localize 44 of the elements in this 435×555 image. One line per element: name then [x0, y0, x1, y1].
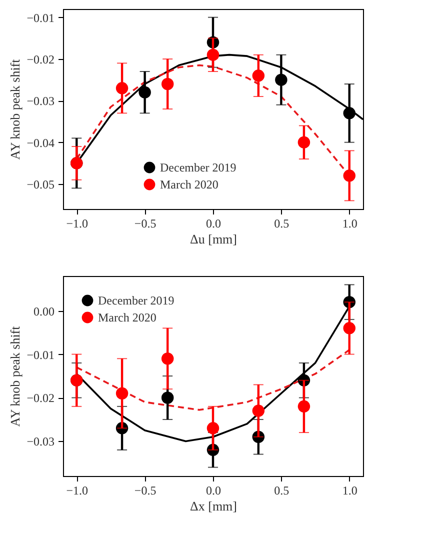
y-tick-label: −0.01 — [26, 10, 54, 25]
y-tick-label: −0.05 — [26, 178, 54, 192]
point — [161, 352, 174, 365]
point — [206, 422, 220, 434]
point — [138, 86, 151, 98]
point — [116, 387, 128, 400]
legend-label: March 2020 — [160, 178, 218, 192]
y-tick-label: 0.00 — [34, 304, 54, 318]
y-tick-label: −0.03 — [26, 434, 54, 449]
y-tick-label: −0.02 — [26, 391, 54, 406]
x-tick-label: 1.0 — [342, 216, 358, 230]
line-series — [76, 349, 350, 411]
x-tick-label: −1.0 — [66, 484, 88, 498]
x-tick-label: 1.0 — [342, 484, 358, 498]
legend-label: March 2020 — [98, 310, 156, 324]
x-tick-label: −0.5 — [134, 484, 156, 498]
y-axis-title: AY knob peak shift — [8, 326, 23, 427]
point — [298, 136, 310, 148]
y-axis-title: AY knob peak shift — [8, 58, 23, 160]
point — [275, 74, 288, 86]
x-tick-label: 0.0 — [206, 216, 221, 230]
point — [252, 404, 265, 417]
y-tick-label: −0.01 — [26, 348, 54, 362]
x-tick-label: 0.5 — [274, 216, 290, 230]
x-tick-label: −0.5 — [134, 216, 156, 230]
point — [343, 107, 356, 120]
point — [343, 170, 356, 182]
legend-label: December 2019 — [160, 160, 236, 174]
x-tick-label: 0.5 — [274, 484, 290, 498]
legend-label: December 2019 — [98, 294, 174, 308]
point — [161, 78, 174, 90]
y-tick-label: −0.03 — [26, 94, 54, 108]
x-tick-label: −1.0 — [66, 216, 88, 230]
point — [161, 392, 174, 404]
x-axis-title: Δu [mm] — [190, 232, 237, 246]
point — [343, 322, 356, 334]
x-axis-title: Δx [mm] — [190, 498, 237, 514]
point — [298, 400, 310, 413]
point — [206, 48, 220, 61]
x-tick-label: 0.0 — [206, 484, 221, 498]
y-tick-label: −0.04 — [26, 136, 54, 150]
point — [252, 70, 265, 82]
y-tick-label: −0.02 — [26, 52, 54, 66]
point — [116, 82, 128, 94]
